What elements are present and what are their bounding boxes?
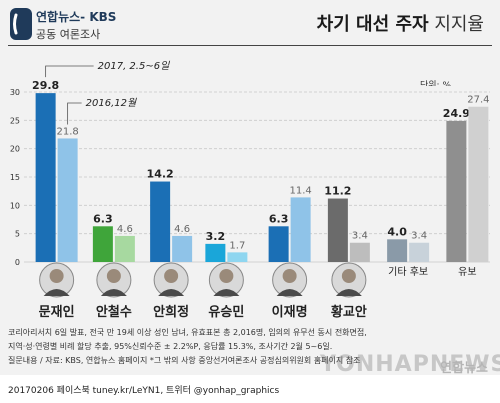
- face-head-icon: [282, 269, 297, 283]
- data-label: 4.6: [117, 224, 133, 235]
- bar: [409, 242, 430, 262]
- footer-credit: 20170206 페이스북 tuney.kr/LeYN1, 트위터 @yonha…: [8, 386, 280, 396]
- page-title: 차기 대선 주자 지지율: [317, 10, 484, 36]
- face-shoulder-icon: [158, 289, 185, 296]
- yonhap-watermark-logo: YONHAPNEWS: [320, 352, 500, 377]
- data-label: 4.6: [174, 224, 190, 235]
- face-shoulder-icon: [335, 289, 362, 296]
- header-divider: [8, 45, 492, 46]
- face-shoulder-icon: [276, 289, 303, 296]
- bar: [387, 239, 408, 262]
- data-label: 3.4: [411, 231, 427, 242]
- face-shoulder-icon: [43, 289, 70, 296]
- legend-leader-line: [45, 65, 94, 78]
- data-label: 29.8: [32, 79, 59, 92]
- bar: [290, 197, 311, 262]
- note-line-3: 질문내용 / 자료: KBS, 연합뉴스 홈페이지 *그 밖의 사항 중앙선거여…: [8, 356, 361, 365]
- face-head-icon: [341, 269, 356, 283]
- data-label: 4.0: [387, 225, 407, 238]
- face-head-icon: [106, 269, 121, 283]
- y-tick-label: 25: [10, 116, 20, 125]
- phone-logo-icon: [10, 8, 32, 40]
- face-shoulder-icon: [213, 289, 240, 296]
- y-tick-label: 0: [15, 258, 20, 267]
- note-line-1: 코리아리서치 6일 발표, 전국 만 19세 이상 성인 남녀, 유효표본 총 …: [8, 328, 367, 337]
- data-label: 6.3: [93, 212, 113, 225]
- bar: [468, 106, 489, 262]
- legend-label: 2017, 2.5~6일: [98, 60, 170, 72]
- bar: [92, 226, 113, 262]
- bar: [57, 138, 78, 262]
- legend-label: 2016,12월: [86, 97, 137, 109]
- category-label: 안철수: [96, 304, 132, 320]
- category-label: 문재인: [39, 304, 75, 320]
- bar: [446, 120, 467, 263]
- bar: [114, 235, 135, 262]
- survey-notes: 코리아리서치 6일 발표, 전국 만 19세 이상 성인 남녀, 유효표본 총 …: [8, 326, 367, 368]
- data-label: 21.8: [56, 126, 78, 137]
- category-label: 이재명: [272, 304, 308, 320]
- category-label: 유보: [458, 266, 476, 278]
- data-label: 3.4: [352, 231, 368, 242]
- yonhap-watermark-brand: 연합뉴스: [440, 361, 488, 376]
- bar: [172, 235, 193, 262]
- title-bold: 차기 대선 주자: [316, 14, 429, 35]
- category-label: 기타 후보: [388, 266, 428, 278]
- legend-leader-line: [67, 102, 82, 125]
- data-label: 11.4: [289, 185, 311, 196]
- y-tick-label: 10: [10, 201, 20, 210]
- category-label: 황교안: [331, 304, 367, 320]
- bar-chart: 0 5 10 15 20 25 30 29.8 21.8 문재인 6.3 4.6 안철수 14.2 4.6 안…: [10, 60, 490, 320]
- bar: [349, 242, 370, 262]
- category-label: 유승민: [208, 304, 244, 320]
- face-head-icon: [219, 269, 234, 283]
- category-label: 안희정: [153, 304, 189, 320]
- bar: [327, 198, 348, 262]
- data-label: 6.3: [269, 212, 289, 225]
- data-label: 1.7: [229, 240, 245, 251]
- data-label: 3.2: [206, 230, 226, 243]
- brand-line-2: 공동 여론조사: [36, 28, 101, 41]
- bar: [150, 181, 171, 262]
- y-tick-label: 5: [15, 230, 20, 239]
- data-label: 11.2: [324, 185, 351, 198]
- y-tick-label: 20: [10, 145, 20, 154]
- bar: [268, 226, 289, 262]
- title-light: 지지율: [434, 14, 484, 35]
- bar: [205, 243, 226, 262]
- face-head-icon: [49, 269, 64, 283]
- data-label: 27.4: [467, 95, 489, 106]
- brand-line-1: 연합뉴스- KBS: [36, 10, 117, 24]
- bar: [227, 252, 248, 262]
- footer-bar: 20170206 페이스북 tuney.kr/LeYN1, 트위터 @yonha…: [0, 361, 500, 403]
- note-line-2: 지역·성·연령별 비례 할당 추출, 95%신뢰수준 ± 2.2%P, 응답률 …: [8, 342, 333, 351]
- face-head-icon: [164, 269, 179, 283]
- y-tick-label: 30: [10, 88, 20, 97]
- face-shoulder-icon: [100, 289, 127, 296]
- data-label: 24.9: [443, 107, 470, 120]
- data-label: 14.2: [147, 168, 174, 181]
- y-tick-label: 15: [10, 173, 20, 182]
- bar: [35, 93, 56, 262]
